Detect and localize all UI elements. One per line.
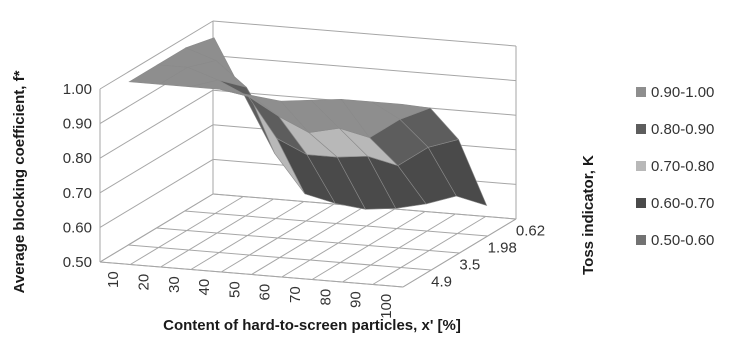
legend-label: 0.90-1.00 bbox=[651, 84, 714, 101]
floor-gridline bbox=[156, 227, 460, 254]
x-tick-label: 30 bbox=[166, 276, 183, 293]
y-tick-label: 0.50 bbox=[63, 254, 92, 271]
x-axis-title: Content of hard-to-screen particles, x' … bbox=[163, 317, 461, 334]
legend-label: 0.50-0.60 bbox=[651, 232, 714, 249]
y-axis-ticks: 0.50 0.60 0.70 0.80 0.90 1.00 bbox=[63, 81, 92, 271]
gridline-side bbox=[99, 158, 214, 228]
floor-gridline bbox=[184, 210, 488, 237]
gridline-side bbox=[99, 89, 214, 159]
depth-axis-ticks: 0.621.98 3.5 4.9 bbox=[431, 223, 545, 291]
gridline-back bbox=[212, 20, 517, 47]
y-tick-label: 0.70 bbox=[63, 185, 92, 202]
legend-label: 0.80-0.90 bbox=[651, 121, 714, 138]
x-tick-label: 20 bbox=[135, 274, 152, 291]
depth-tick-label: 1.98 bbox=[488, 240, 517, 257]
x-tick-label: 90 bbox=[348, 291, 365, 308]
depth-tick-label: 4.9 bbox=[431, 274, 452, 291]
y-tick-label: 1.00 bbox=[63, 81, 92, 98]
gridline-side bbox=[99, 124, 214, 194]
surface-facet bbox=[371, 101, 431, 120]
legend-swatch bbox=[636, 161, 646, 171]
legend: 0.90-1.00 0.80-0.90 0.70-0.80 0.60-0.70 0.50… bbox=[636, 84, 714, 249]
x-axis-ticks: 10 20 30 40 50 60 70 80 90 100 bbox=[105, 271, 395, 319]
depth-tick-label: 0.62 bbox=[516, 223, 545, 240]
x-tick-label: 80 bbox=[317, 289, 334, 306]
floor-gridline bbox=[99, 261, 404, 288]
y-tick-label: 0.80 bbox=[63, 150, 92, 167]
floor-gridline bbox=[128, 244, 432, 271]
depth-tick-label: 3.5 bbox=[459, 257, 480, 274]
x-tick-label: 40 bbox=[196, 279, 213, 296]
legend-swatch bbox=[636, 124, 646, 134]
y-axis-title: Average blocking coefficient, f* bbox=[11, 70, 28, 293]
legend-label: 0.60-0.70 bbox=[651, 195, 714, 212]
depth-axis-title: Toss indicator, K bbox=[580, 155, 597, 275]
legend-swatch bbox=[636, 198, 646, 208]
y-tick-label: 0.60 bbox=[63, 219, 92, 236]
legend-swatch bbox=[636, 235, 646, 245]
x-tick-label: 50 bbox=[226, 281, 243, 298]
x-tick-label: 60 bbox=[257, 284, 274, 301]
x-tick-label: 10 bbox=[105, 271, 122, 288]
legend-swatch bbox=[636, 87, 646, 97]
x-tick-label: 100 bbox=[378, 294, 395, 319]
x-tick-label: 70 bbox=[287, 286, 304, 303]
gridline-back bbox=[212, 55, 517, 82]
gridline-side bbox=[99, 20, 214, 90]
surface-plot bbox=[128, 37, 488, 210]
y-tick-label: 0.90 bbox=[63, 116, 92, 133]
legend-label: 0.70-0.80 bbox=[651, 158, 714, 175]
